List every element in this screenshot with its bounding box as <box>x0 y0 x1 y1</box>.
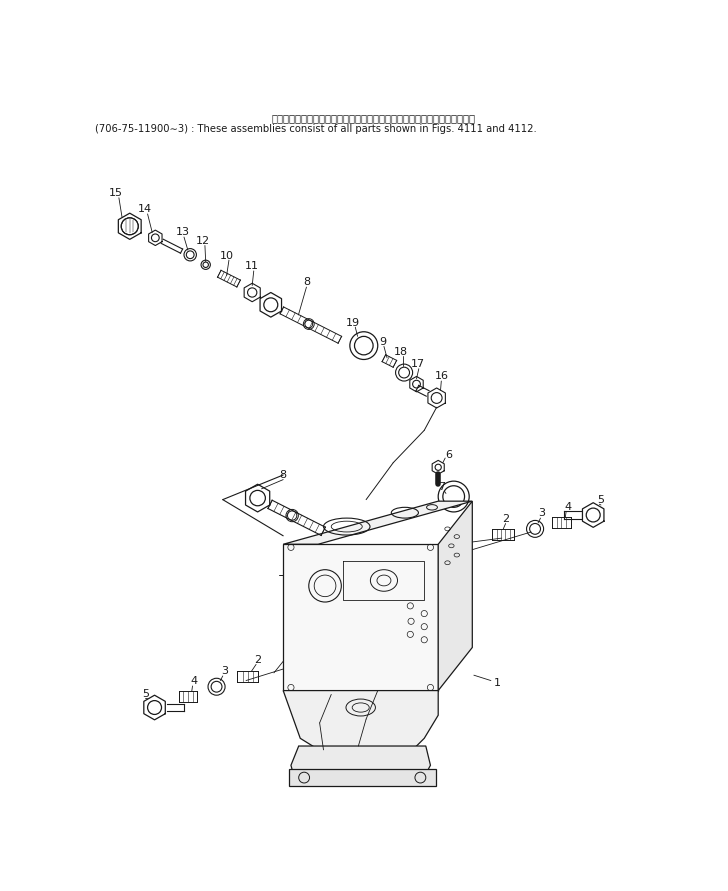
Text: 17: 17 <box>411 359 425 369</box>
Text: 11: 11 <box>245 261 259 272</box>
Text: 4: 4 <box>564 503 571 512</box>
Polygon shape <box>283 691 438 765</box>
Polygon shape <box>283 544 438 691</box>
Text: 10: 10 <box>220 250 234 260</box>
Text: 7: 7 <box>438 482 445 493</box>
Polygon shape <box>288 769 436 786</box>
Text: 8: 8 <box>280 470 287 480</box>
Text: 4: 4 <box>191 676 197 686</box>
Text: 5: 5 <box>598 495 604 504</box>
Text: 1: 1 <box>494 678 501 688</box>
Text: 2: 2 <box>254 655 261 665</box>
Text: 9: 9 <box>379 337 387 347</box>
Text: 6: 6 <box>446 450 453 460</box>
Text: 15: 15 <box>108 188 123 198</box>
Text: 14: 14 <box>138 204 152 215</box>
Text: 12: 12 <box>197 236 210 246</box>
Text: 19: 19 <box>346 317 360 328</box>
Text: (706-75-11900∼3) : These assemblies consist of all parts shown in Figs. 4111 and: (706-75-11900∼3) : These assemblies cons… <box>95 124 537 134</box>
Polygon shape <box>283 501 472 544</box>
Text: 3: 3 <box>221 666 228 676</box>
Text: 13: 13 <box>175 227 189 237</box>
Text: 3: 3 <box>539 509 545 519</box>
Polygon shape <box>438 501 472 691</box>
Text: これらのアセンブリの構成部品は第４１１図および第４１２図を含みます。: これらのアセンブリの構成部品は第４１１図および第４１２図を含みます。 <box>271 113 475 123</box>
Text: 16: 16 <box>435 372 449 381</box>
Text: 8: 8 <box>303 277 310 288</box>
Text: 5: 5 <box>142 689 149 699</box>
Text: 18: 18 <box>394 347 408 356</box>
Polygon shape <box>291 746 430 777</box>
Text: 2: 2 <box>502 514 509 524</box>
